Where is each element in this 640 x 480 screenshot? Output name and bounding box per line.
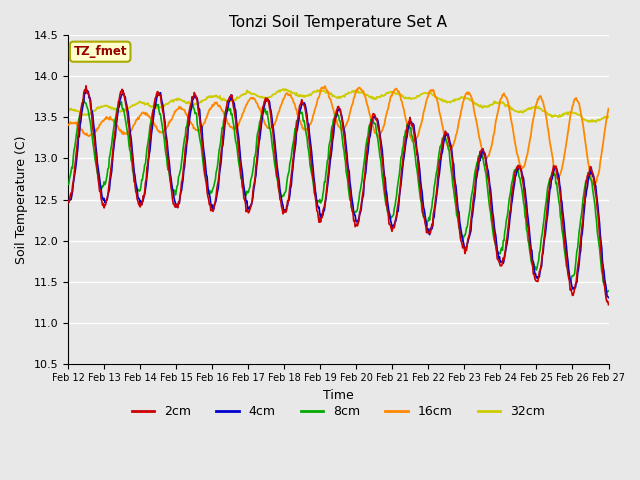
Text: TZ_fmet: TZ_fmet — [74, 45, 127, 58]
X-axis label: Time: Time — [323, 389, 354, 402]
Title: Tonzi Soil Temperature Set A: Tonzi Soil Temperature Set A — [229, 15, 447, 30]
Legend: 2cm, 4cm, 8cm, 16cm, 32cm: 2cm, 4cm, 8cm, 16cm, 32cm — [127, 400, 550, 423]
Y-axis label: Soil Temperature (C): Soil Temperature (C) — [15, 135, 28, 264]
